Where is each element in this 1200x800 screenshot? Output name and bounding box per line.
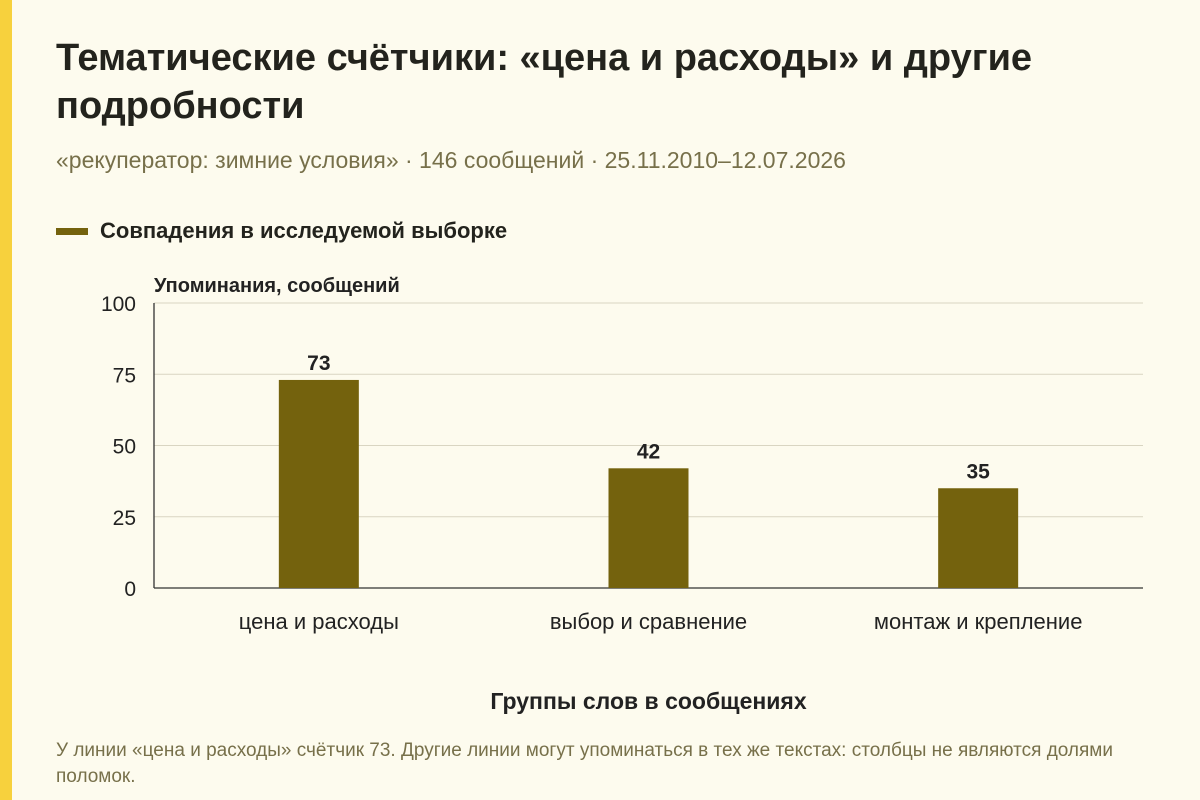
chart-title: Тематические счётчики: «цена и расходы» … — [56, 37, 1033, 127]
x-tick-label: монтаж и крепление — [874, 609, 1083, 634]
bar — [278, 379, 359, 588]
x-tick-label: выбор и сравнение — [550, 609, 747, 634]
footnote: У линии «цена и расходы» счётчик 73. Дру… — [56, 740, 1113, 787]
y-axis-label: Упоминания, сообщений — [154, 275, 400, 297]
legend-swatch — [56, 227, 88, 235]
y-tick-label: 0 — [124, 578, 136, 601]
bar-value-label: 42 — [637, 440, 660, 463]
y-tick-label: 100 — [101, 293, 136, 316]
bar — [938, 488, 1019, 588]
bar-value-label: 73 — [307, 352, 330, 375]
y-tick-label: 25 — [113, 507, 136, 530]
y-tick-label: 50 — [113, 436, 136, 459]
bar — [608, 468, 689, 588]
x-axis-label: Группы слов в сообщениях — [490, 688, 806, 714]
bar-value-label: 35 — [966, 460, 990, 483]
legend-label: Совпадения в исследуемой выборке — [100, 218, 508, 243]
legend: Совпадения в исследуемой выборке — [56, 218, 507, 244]
accent-bar — [0, 0, 12, 800]
x-tick-label: цена и расходы — [239, 609, 399, 634]
y-tick-label: 75 — [113, 364, 136, 387]
chart-subtitle: «рекуператор: зимние условия» · 146 сооб… — [56, 147, 846, 173]
